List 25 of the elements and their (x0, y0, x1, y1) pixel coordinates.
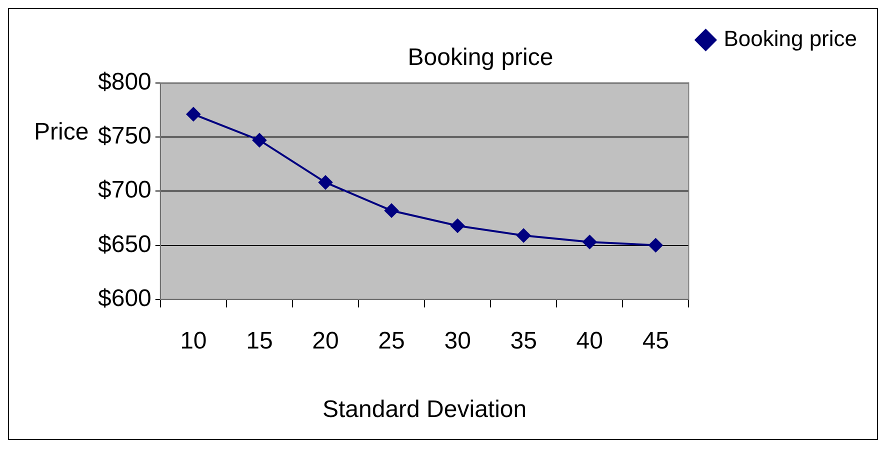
y-tick-label: $750 (98, 122, 152, 150)
x-axis-title: Standard Deviation (322, 396, 527, 424)
point (318, 175, 332, 190)
point (252, 133, 266, 148)
legend-label: Booking price (724, 26, 858, 52)
point (582, 235, 597, 249)
x-tick-label: 35 (510, 327, 537, 354)
point (450, 218, 465, 233)
x-tick-label: 45 (642, 327, 670, 354)
point (516, 228, 531, 243)
y-tick-label: $800 (98, 68, 152, 96)
y-tick-label: $600 (98, 285, 152, 312)
point (186, 107, 200, 122)
x-tick-label: 10 (180, 327, 207, 354)
y-axis-title: Price (34, 118, 89, 146)
point (648, 238, 663, 252)
point (384, 204, 399, 218)
chart-title: Booking price (408, 44, 554, 72)
y-tick-label: $700 (98, 176, 152, 204)
x-tick-label: 40 (576, 327, 603, 354)
x-tick-label: 15 (246, 327, 273, 354)
x-tick-label: 25 (378, 327, 405, 354)
y-tick-label: $650 (98, 230, 152, 258)
x-tick-label: 20 (312, 327, 339, 354)
x-tick-label: 30 (444, 327, 471, 354)
